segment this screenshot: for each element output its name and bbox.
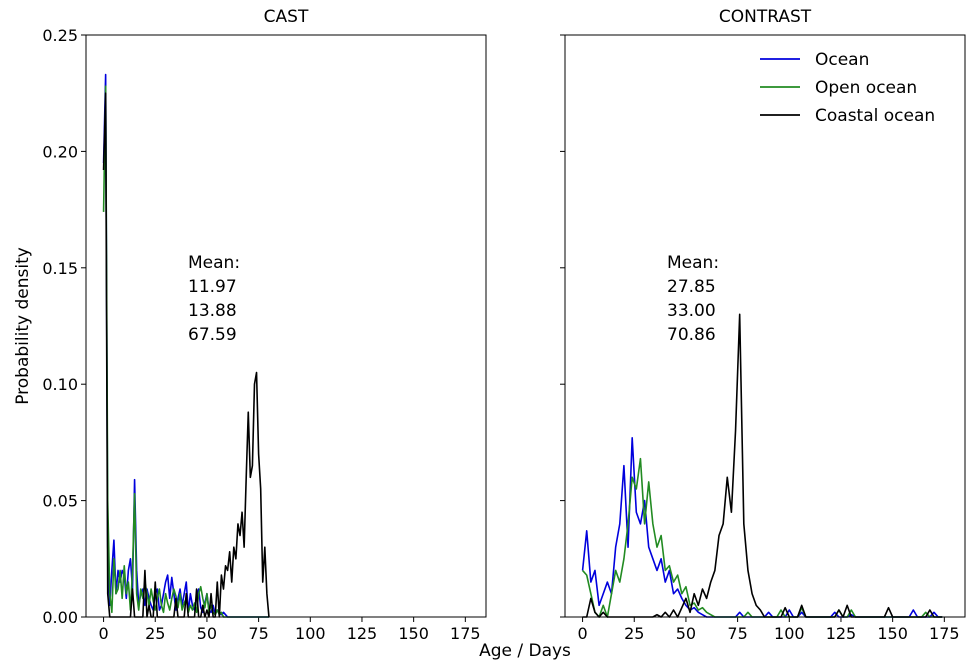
x-tick-label: 0 bbox=[98, 624, 108, 643]
legend-label: Coastal ocean bbox=[815, 106, 935, 126]
series-line bbox=[102, 92, 270, 618]
axes-frame bbox=[85, 34, 487, 618]
x-tick-label: 25 bbox=[624, 624, 644, 643]
legend-label: Ocean bbox=[815, 50, 869, 70]
y-tick-label: 0.00 bbox=[42, 608, 78, 627]
y-axis-label: Probability density bbox=[13, 247, 33, 405]
annotation: Mean: bbox=[667, 253, 719, 273]
x-tick-label: 100 bbox=[295, 624, 326, 643]
annotation: 33.00 bbox=[667, 301, 716, 321]
annotation: 13.88 bbox=[188, 301, 237, 321]
annotation: 67.59 bbox=[188, 325, 237, 345]
series-line bbox=[582, 313, 943, 618]
axes-frame bbox=[564, 34, 966, 618]
x-tick-label: 150 bbox=[877, 624, 908, 643]
x-axis-label: Age / Days bbox=[479, 641, 571, 661]
y-tick-label: 0.10 bbox=[42, 375, 78, 394]
annotation: 70.86 bbox=[667, 325, 716, 345]
x-tick-label: 175 bbox=[929, 624, 960, 643]
chart-title: CONTRAST bbox=[719, 7, 812, 27]
x-tick-label: 50 bbox=[676, 624, 696, 643]
x-tick-label: 25 bbox=[145, 624, 165, 643]
x-tick-label: 125 bbox=[826, 624, 857, 643]
x-tick-label: 175 bbox=[450, 624, 481, 643]
chart-title: CAST bbox=[264, 7, 309, 27]
x-tick-label: 100 bbox=[774, 624, 805, 643]
annotation: 27.85 bbox=[667, 277, 716, 297]
x-tick-label: 0 bbox=[577, 624, 587, 643]
series-line bbox=[581, 436, 943, 618]
y-tick-label: 0.25 bbox=[42, 26, 78, 45]
x-tick-label: 50 bbox=[197, 624, 217, 643]
x-tick-label: 75 bbox=[727, 624, 747, 643]
y-tick-label: 0.05 bbox=[42, 492, 78, 511]
x-tick-label: 75 bbox=[248, 624, 268, 643]
annotation: 11.97 bbox=[188, 277, 237, 297]
legend-label: Open ocean bbox=[815, 78, 917, 98]
x-tick-label: 125 bbox=[347, 624, 378, 643]
x-tick-label: 150 bbox=[398, 624, 429, 643]
y-tick-label: 0.20 bbox=[42, 142, 78, 161]
y-tick-label: 0.15 bbox=[42, 259, 78, 278]
series-line bbox=[581, 457, 943, 618]
annotation: Mean: bbox=[188, 253, 240, 273]
